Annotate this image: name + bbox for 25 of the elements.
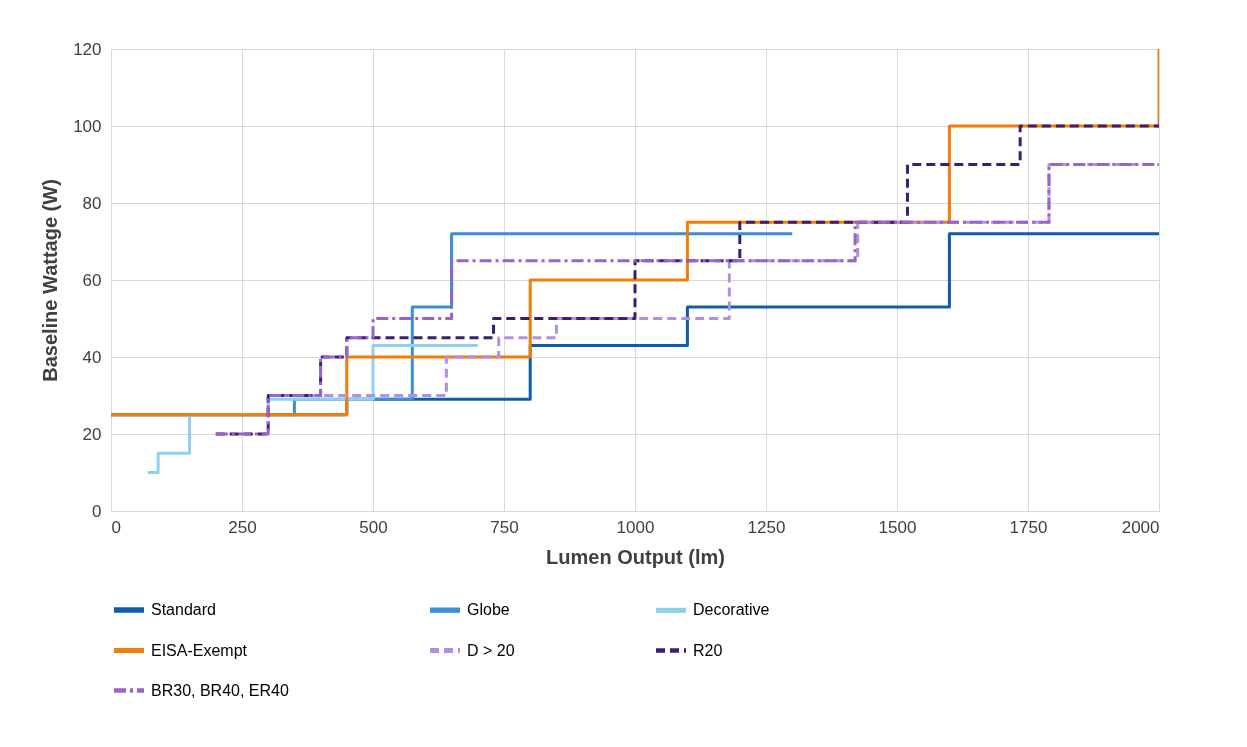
y-tick-label: 20 bbox=[82, 424, 102, 444]
x-tick-label: 2000 bbox=[1121, 517, 1160, 537]
y-tick-label: 120 bbox=[73, 39, 102, 59]
legend-label: BR30, BR40, ER40 bbox=[151, 681, 289, 699]
x-tick-label: 0 bbox=[111, 517, 121, 537]
y-tick-label: 40 bbox=[82, 347, 102, 367]
x-tick-label: 500 bbox=[359, 517, 388, 537]
y-tick-label: 80 bbox=[82, 193, 102, 213]
x-tick-label: 1500 bbox=[878, 517, 917, 537]
legend-label: Globe bbox=[467, 601, 510, 619]
x-axis-title: Lumen Output (lm) bbox=[546, 545, 725, 568]
x-tick-label: 1000 bbox=[616, 517, 655, 537]
y-tick-label: 100 bbox=[73, 116, 102, 136]
x-tick-label: 1250 bbox=[747, 517, 786, 537]
y-tick-label: 60 bbox=[82, 270, 102, 290]
legend-label: R20 bbox=[693, 641, 723, 659]
legend-label: Standard bbox=[151, 601, 216, 618]
y-axis-title: Baseline Wattage (W) bbox=[39, 179, 62, 382]
x-tick-label: 250 bbox=[228, 517, 257, 537]
legend-label: D > 20 bbox=[467, 641, 515, 659]
x-tick-label: 1750 bbox=[1009, 517, 1048, 537]
legend-label: Decorative bbox=[693, 601, 770, 619]
y-tick-label: 0 bbox=[92, 501, 102, 521]
x-tick-label: 750 bbox=[490, 517, 519, 537]
legend-label: EISA-Exempt bbox=[151, 641, 248, 659]
